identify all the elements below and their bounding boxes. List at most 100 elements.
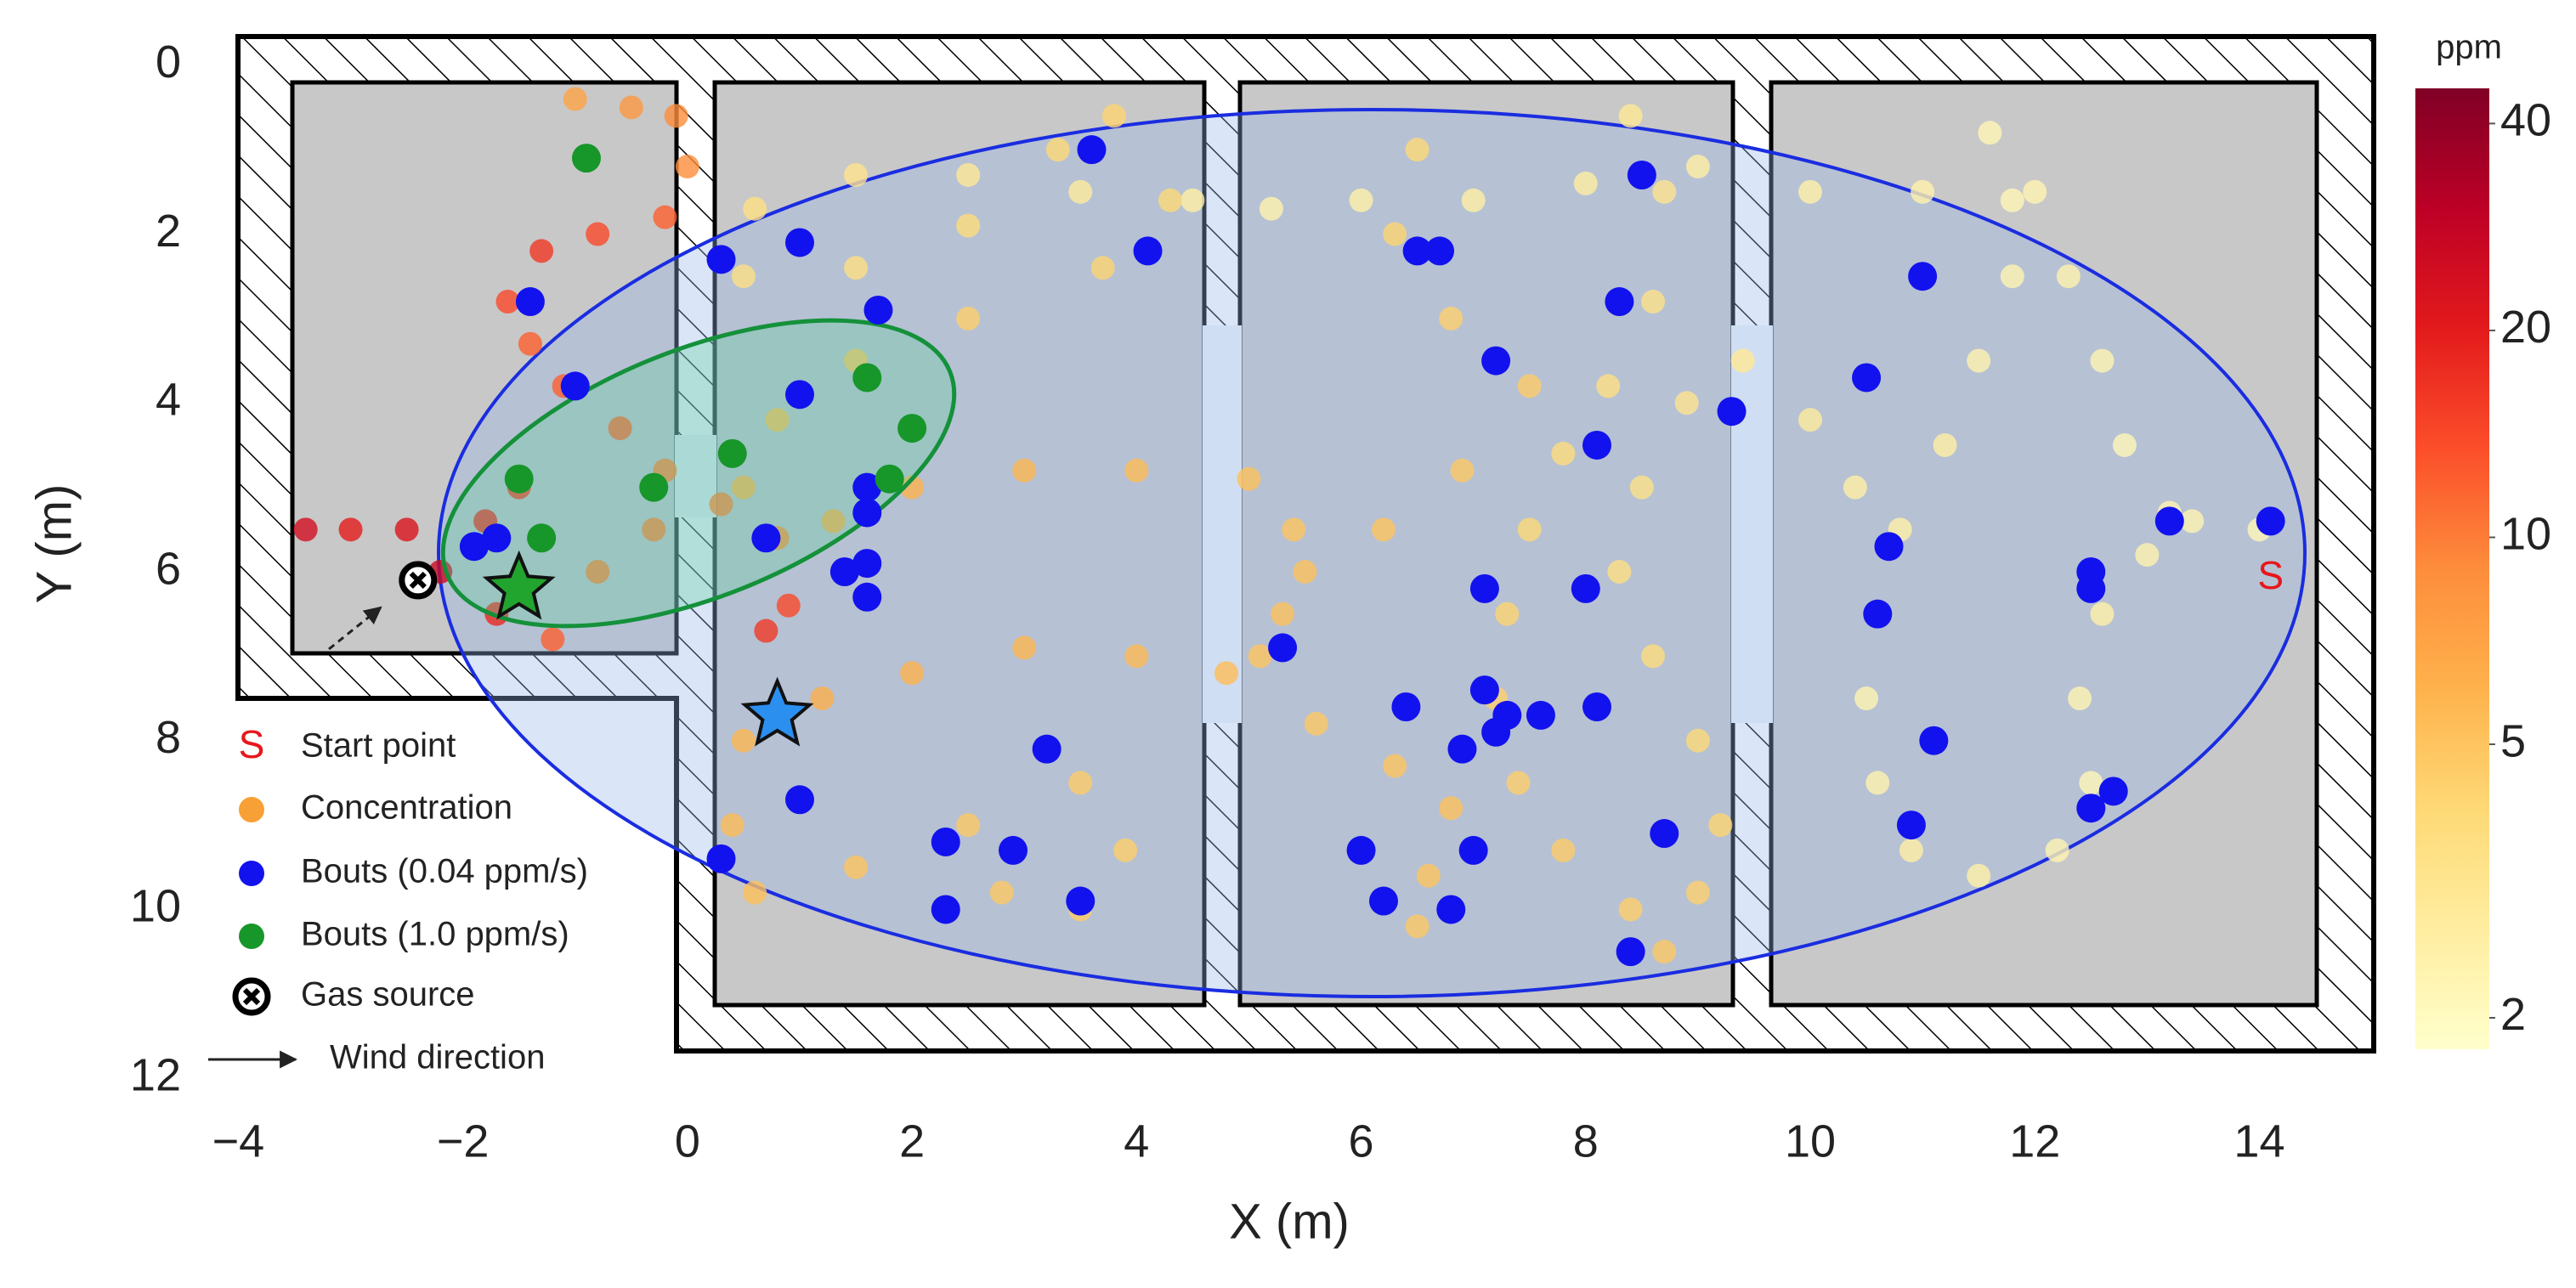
bout-point [931, 895, 960, 924]
colorbar-tick-label: 5 [2500, 715, 2526, 766]
concentration-point [2056, 264, 2081, 289]
legend: S Start point Concentration Bouts (0.04 ppm… [208, 722, 588, 1076]
y-tick-label: 0 [156, 37, 181, 88]
bout-point [1627, 160, 1656, 189]
concentration-point [1405, 138, 1430, 162]
x-tick-label: 10 [1785, 1116, 1836, 1167]
legend-label: Bouts (1.0 ppm/s) [301, 916, 569, 953]
concentration-point [394, 517, 419, 542]
star-marker [740, 676, 814, 747]
bout-point [1616, 937, 1645, 967]
bout-point [784, 380, 814, 410]
concentration-point [495, 290, 520, 314]
concentration-point [2023, 179, 2047, 204]
concentration-point [293, 517, 318, 542]
bout-point [1481, 346, 1511, 376]
concentration-point [1641, 644, 1666, 669]
legend-label: Bouts (0.04 ppm/s) [301, 853, 588, 890]
concentration-point [1798, 179, 1823, 204]
concentration-point [1383, 754, 1407, 778]
y-tick-label: 8 [156, 712, 181, 763]
y-tick-label: 6 [156, 543, 181, 594]
bout-point [527, 523, 557, 553]
bout-point [1571, 573, 1600, 603]
bout-point [897, 414, 927, 443]
concentration-point [1158, 188, 1182, 212]
concentration-point [1967, 348, 1991, 373]
bout-point [1368, 886, 1398, 916]
concentration-point [2045, 838, 2069, 862]
x-tick-label: −2 [437, 1116, 490, 1167]
bout-point [482, 523, 512, 553]
bout-point [1919, 726, 1949, 755]
concentration-point [1506, 771, 1531, 795]
colorbar-tick-label: 2 [2500, 989, 2526, 1040]
bout-point [1874, 532, 1904, 562]
x-axis-label: X (m) [1229, 1194, 1350, 1249]
bout-point [1066, 886, 1096, 916]
concentration-point [2068, 686, 2092, 711]
concentration-point [1439, 306, 1464, 330]
concentration-point [1618, 104, 1643, 128]
concentration-point [1416, 863, 1441, 888]
concentration-point [1865, 771, 1890, 795]
concentration-point [1551, 441, 1576, 466]
bout-point [1481, 717, 1511, 747]
legend-symbol [239, 861, 264, 886]
bout-point [560, 371, 590, 401]
concentration-point [2090, 348, 2115, 373]
bout-ellipse [440, 318, 957, 629]
bout-point [751, 523, 781, 553]
bout-point [852, 582, 882, 612]
x-tick-label: 2 [899, 1116, 925, 1167]
bout-point [999, 835, 1028, 865]
bout-point [2098, 777, 2128, 806]
bout-point [717, 438, 747, 468]
bout-point [784, 228, 814, 257]
legend-label: Wind direction [330, 1039, 545, 1076]
x-tick-label: 12 [2009, 1116, 2060, 1167]
bout-point [863, 295, 893, 325]
bout-point [1077, 135, 1107, 165]
concentration-point [1551, 838, 1576, 862]
y-tick-label: 12 [130, 1049, 181, 1100]
colorbar [2415, 88, 2489, 1049]
concentration-point [1371, 517, 1396, 542]
colorbar-tick-label: 40 [2500, 95, 2551, 146]
concentration-point [709, 492, 733, 517]
bout-point [1391, 692, 1421, 721]
bout-point [875, 464, 904, 494]
concentration-point [1101, 104, 1126, 128]
concentration-point [1629, 475, 1654, 500]
concentration-point [1045, 138, 1070, 162]
concentration-point [2135, 543, 2160, 568]
concentration-point [1899, 838, 1923, 862]
concentration-point [754, 619, 778, 643]
concentration-point [541, 627, 565, 652]
legend-symbol [239, 797, 264, 822]
concentration-point [956, 162, 981, 187]
bout-point [1582, 692, 1611, 721]
concentration-point [1618, 897, 1643, 922]
bout-point [2076, 794, 2106, 823]
concentration-point [956, 306, 981, 330]
bout-point [1582, 430, 1611, 460]
x-tick-label: 14 [2233, 1116, 2284, 1167]
concentration-point [1405, 914, 1430, 939]
concentration-point [1978, 121, 2002, 145]
concentration-point [731, 264, 756, 289]
concentration-point [1304, 711, 1328, 736]
concentration-point [1293, 560, 1317, 584]
concentration-point [1674, 391, 1699, 415]
concentration-point [619, 95, 643, 120]
concentration-point [1933, 432, 1957, 457]
concentration-point [1439, 796, 1464, 821]
concentration-point [2112, 432, 2137, 457]
bout-point [706, 844, 736, 873]
start-marker: S [2257, 553, 2284, 597]
bout-point [2256, 506, 2285, 536]
bout-point [1896, 811, 1926, 840]
trail-layer [293, 87, 2272, 964]
concentration-point [1012, 458, 1037, 483]
